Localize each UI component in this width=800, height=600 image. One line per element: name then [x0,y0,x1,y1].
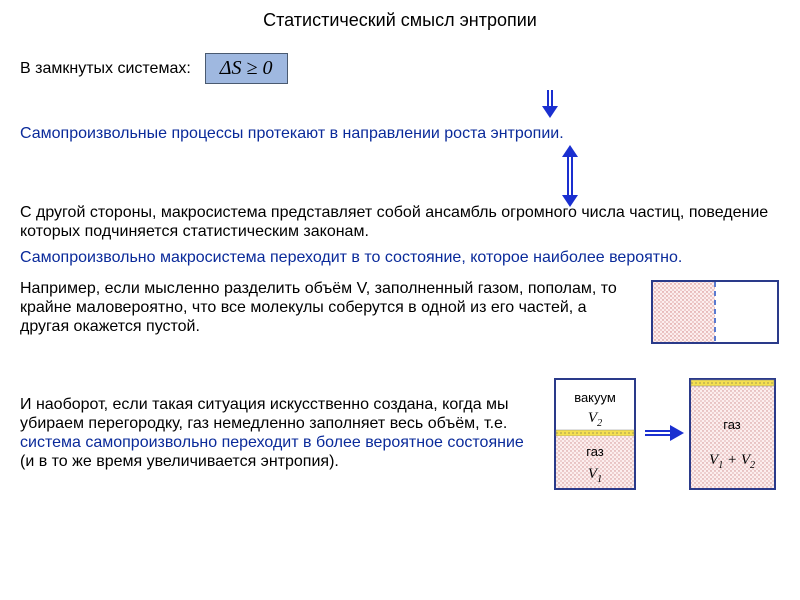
macro-line-1: С другой стороны, макросистема представл… [20,203,780,241]
v1-sub: 1 [597,474,602,485]
example-2-text: И наоборот, если такая ситуация искусств… [20,395,540,472]
gas-label-2: газ [723,417,741,432]
example-1-section: Например, если мысленно разделить объём … [20,279,780,354]
arrow-down-icon [320,90,780,118]
v2-sub: 2 [597,418,602,429]
gas-label-1: газ [586,444,604,459]
closed-systems-row: В замкнутых системах: ΔS ≥ 0 [20,53,780,84]
diagram-split-box [650,279,780,354]
closed-systems-label: В замкнутых системах: [20,60,191,78]
vacuum-label: вакуум [574,390,616,405]
arrow-right-icon [645,425,684,441]
diagram-expansion: вакуум V2 газ V1 газ [550,374,780,499]
sum-plus: + [723,452,741,468]
macro-prob-line: Самопроизвольно макросистема переходит в… [20,248,780,267]
example-2-section: И наоборот, если такая ситуация искусств… [20,374,780,499]
spontaneous-line: Самопроизвольные процессы протекают в на… [20,124,780,143]
sum-v2-sub: 2 [750,460,755,471]
formula-box: ΔS ≥ 0 [205,53,288,84]
example2-pre: И наоборот, если такая ситуация искусств… [20,396,509,432]
example2-blue: система самопроизвольно переходит в боле… [20,434,524,451]
arrow-updown-icon [360,145,780,207]
example-1-text: Например, если мысленно разделить объём … [20,279,640,337]
example2-post: (и в то же время увеличивается энтропия)… [20,453,339,470]
page-title: Статистический смысл энтропии [20,10,780,31]
